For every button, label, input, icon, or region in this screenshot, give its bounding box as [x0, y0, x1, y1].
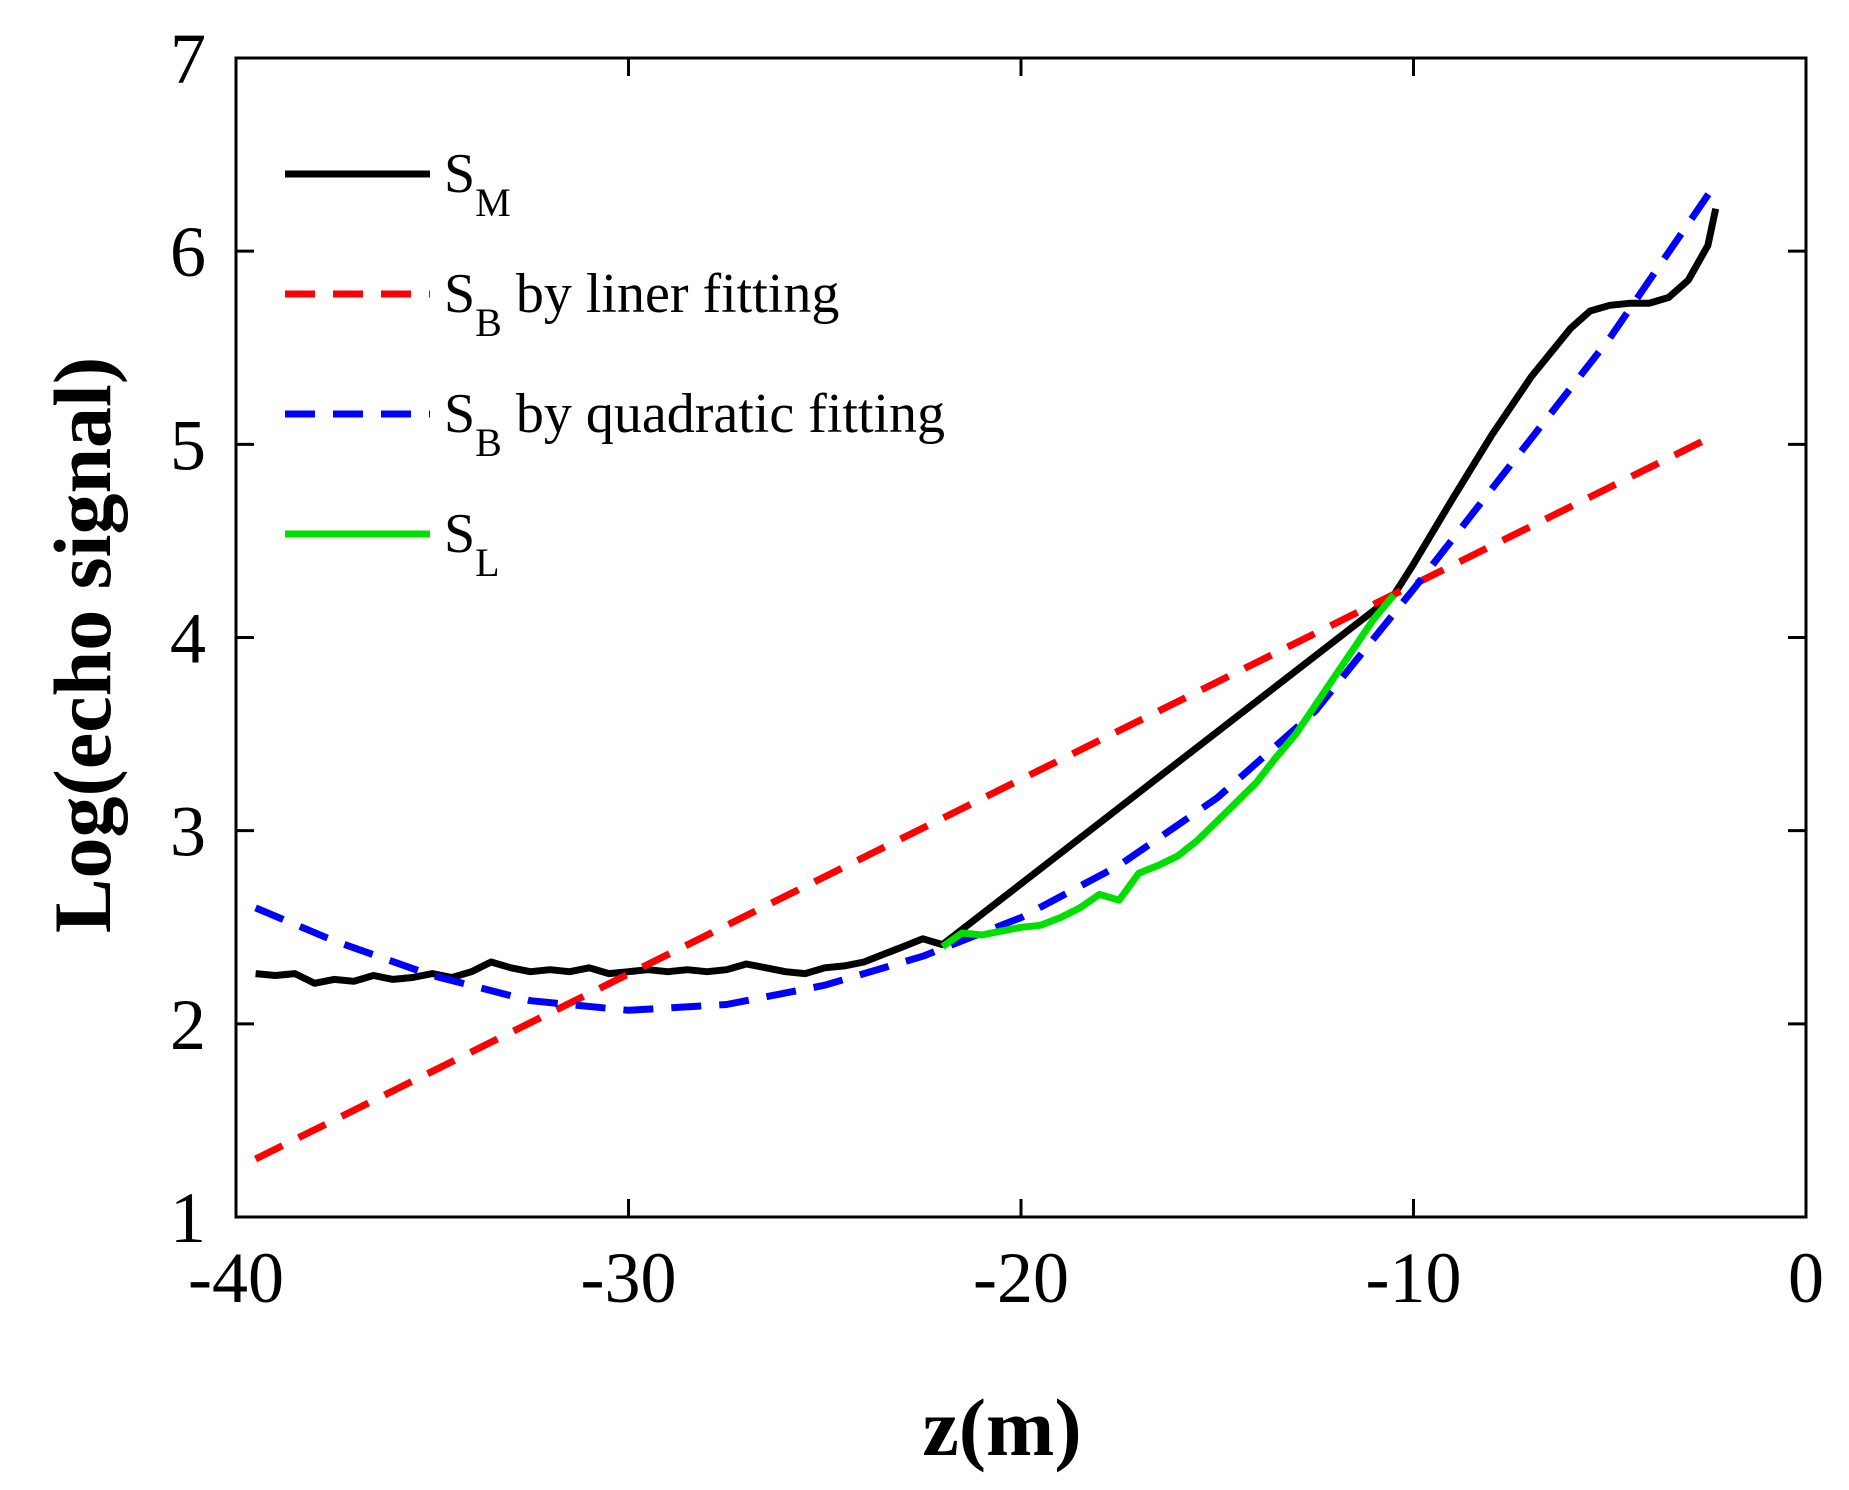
y-tick-label: 7: [170, 19, 206, 99]
series-line-1: [255, 207, 1720, 987]
axes: -40 -30 -20 -10 0 1 2 3 4 5 6 7: [170, 19, 1824, 1318]
y-tick-label: 1: [170, 1178, 206, 1258]
x-tick-label: -10: [1366, 1238, 1462, 1318]
legend-label-4: SL: [444, 503, 500, 585]
y-tick-label: 2: [170, 985, 206, 1065]
series-line-4: [940, 592, 1397, 950]
y-tick-label: 6: [170, 212, 206, 292]
legend-label-2: SB by liner fitting: [444, 263, 839, 345]
x-tick-label: -40: [188, 1238, 284, 1318]
y-axis-title: Log(echo signal): [37, 357, 128, 933]
x-tick-label: -30: [581, 1238, 677, 1318]
y-tick-label: 3: [170, 792, 206, 872]
y-tick-label: 4: [170, 599, 206, 679]
y-tick-label: 5: [170, 405, 206, 485]
plot-area: [254, 181, 1720, 1163]
legend-label-3: SB by quadratic fitting: [444, 383, 945, 465]
x-tick-label: -20: [973, 1238, 1069, 1318]
x-axis-title: z(m): [922, 1382, 1081, 1473]
axes-frame: [234, 56, 1808, 1219]
x-tick-label: 0: [1788, 1238, 1824, 1318]
legend: SM SB by liner fitting SB by quadratic fit…: [285, 143, 945, 585]
series-line-2: [254, 431, 1718, 1163]
legend-label-1: SM: [444, 143, 511, 225]
